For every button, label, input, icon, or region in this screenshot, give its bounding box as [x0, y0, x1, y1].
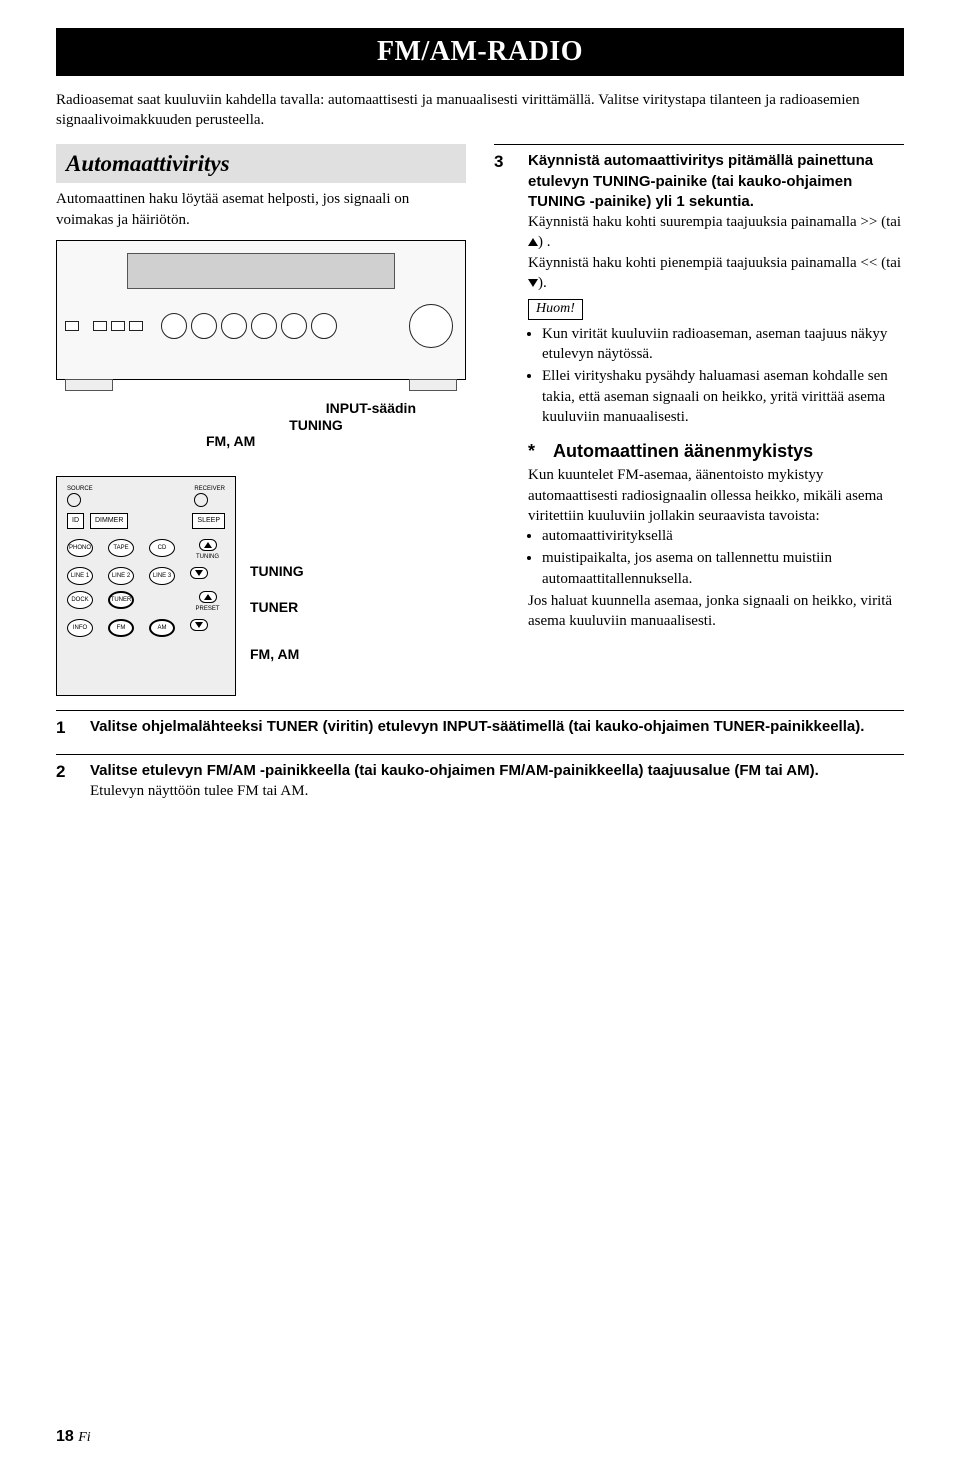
subsection-bullet-list: automaattivirityksellä muistipaikalta, j…	[528, 526, 904, 589]
step-3: 3 Käynnistä automaattiviritys pitämällä …	[494, 151, 904, 293]
remote-dimmer-button: DIMMER	[90, 513, 128, 528]
remote-tuner-button: TUNER	[108, 591, 134, 609]
note-bullet-1: Kun virität kuuluviin radioaseman, asema…	[542, 324, 904, 365]
remote-receiver-label: RECEIVER	[194, 485, 225, 493]
page-title: FM/AM-RADIO	[58, 33, 902, 71]
remote-line2-button: LINE 2	[108, 567, 134, 585]
label-fmam-remote: FM, AM	[250, 645, 304, 664]
remote-tuning-label: TUNING	[196, 553, 219, 561]
step-3-line-b-post: ).	[538, 275, 547, 291]
remote-id-button: ID	[67, 513, 84, 528]
step-2: 2 Valitse etulevyn FM/AM -painikkeella (…	[56, 761, 904, 802]
step-1-text: Valitse ohjelmalähteeksi TUNER (viritin)…	[90, 718, 864, 735]
note-bullet-list: Kun virität kuuluviin radioaseman, asema…	[528, 324, 904, 427]
step-3-line-a-post: ) .	[538, 234, 551, 250]
sub-bullet-2: muistipaikalta, jos asema on tallennettu…	[542, 548, 904, 589]
section-heading: Automaattiviritys	[66, 148, 456, 179]
remote-fm-button: FM	[108, 619, 134, 637]
title-bar: FM/AM-RADIO	[56, 28, 904, 76]
label-tuner-remote: TUNER	[250, 598, 304, 617]
remote-phono-button: PHONO	[67, 539, 93, 557]
subsection-paragraph: Kun kuuntelet FM-asemaa, äänentoisto myk…	[528, 465, 904, 526]
label-input: INPUT-säädin	[146, 400, 446, 417]
remote-line3-button: LINE 3	[149, 567, 175, 585]
asterisk-icon: *	[528, 441, 535, 461]
step-2-serif: Etulevyn näyttöön tulee FM tai AM.	[90, 783, 308, 799]
label-tuning: TUNING	[146, 417, 446, 434]
step-3-line-b-pre: Käynnistä haku kohti pienempiä taajuuksi…	[528, 255, 901, 271]
step-2-number: 2	[56, 761, 76, 802]
step-1-number: 1	[56, 717, 76, 740]
receiver-front-panel-diagram	[56, 240, 466, 380]
section-heading-box: Automaattiviritys	[56, 144, 466, 183]
remote-source-label: SOURCE	[67, 485, 93, 493]
remote-line1-button: LINE 1	[67, 567, 93, 585]
remote-info-button: INFO	[67, 619, 93, 637]
remote-sleep-button: SLEEP	[192, 513, 225, 528]
subsection-heading: *Automaattinen äänenmykistys	[528, 439, 904, 463]
remote-pointer-labels: TUNING TUNER FM, AM	[250, 476, 304, 696]
step-1: 1 Valitse ohjelmalähteeksi TUNER (viriti…	[56, 717, 904, 740]
sub-bullet-1: automaattivirityksellä	[542, 526, 904, 546]
front-panel-labels: INPUT-säädin TUNING FM, AM	[56, 400, 466, 450]
up-arrow-icon	[528, 238, 538, 246]
step-3-bold: Käynnistä automaattiviritys pitämällä pa…	[528, 152, 873, 210]
label-fmam: FM, AM	[146, 433, 446, 450]
note-bullet-2: Ellei virityshaku pysähdy haluamasi asem…	[542, 366, 904, 427]
label-tuning-remote: TUNING	[250, 562, 304, 581]
subsection-tail: Jos haluat kuunnella asemaa, jonka signa…	[528, 591, 904, 632]
step-2-bold: Valitse etulevyn FM/AM -painikkeella (ta…	[90, 762, 819, 779]
step-3-line-a-pre: Käynnistä haku kohti suurempia taajuuksi…	[528, 214, 901, 230]
step-3-number: 3	[494, 151, 514, 293]
page-number: 18 Fi	[56, 1426, 91, 1448]
note-badge: Huom!	[528, 299, 583, 320]
down-arrow-icon	[528, 279, 538, 287]
remote-cd-button: CD	[149, 539, 175, 557]
remote-control-diagram: SOURCE RECEIVER ID DIMMER SLEEP PHONO TA…	[56, 476, 236, 696]
remote-preset-label: PRESET	[195, 605, 219, 613]
remote-am-button: AM	[149, 619, 175, 637]
section-intro: Automaattinen haku löytää asemat helpost…	[56, 189, 466, 230]
remote-dock-button: DOCK	[67, 591, 93, 609]
intro-paragraph: Radioasemat saat kuuluviin kahdella tava…	[56, 90, 904, 131]
remote-tape-button: TAPE	[108, 539, 134, 557]
